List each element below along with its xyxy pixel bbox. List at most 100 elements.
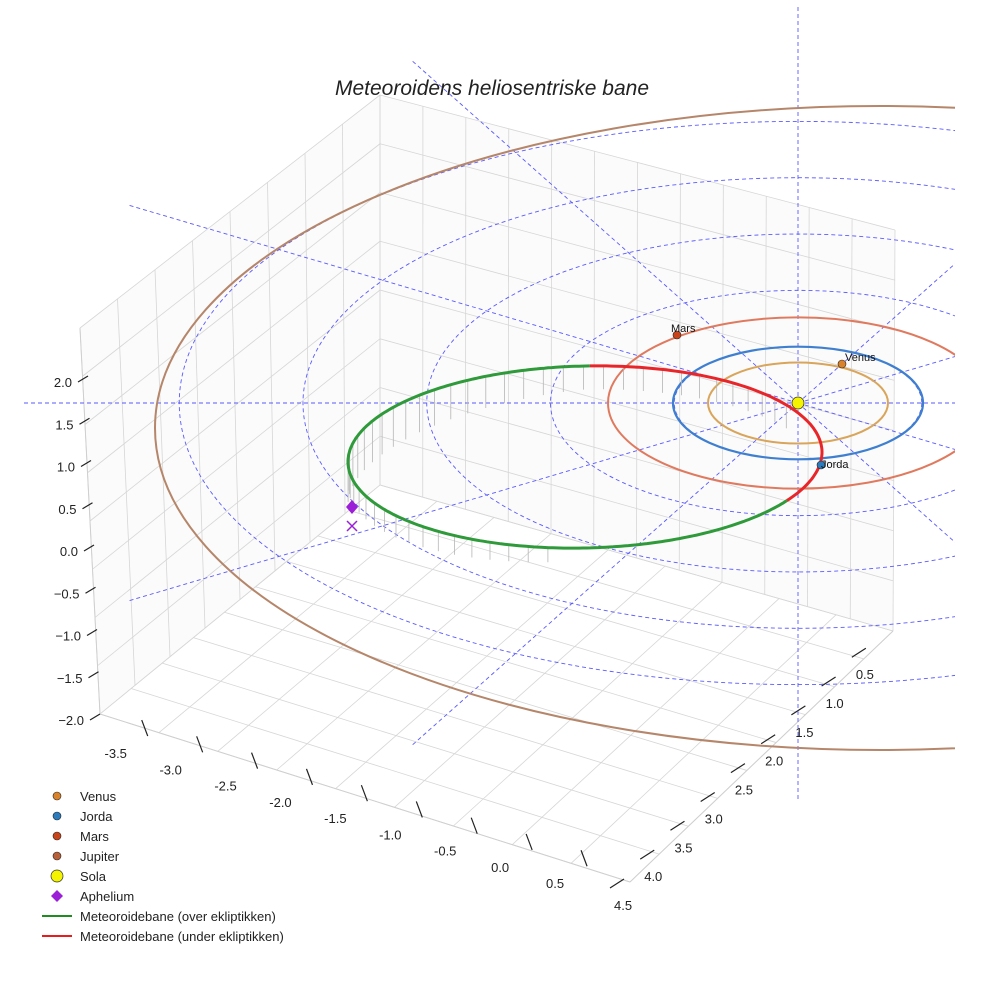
floor-grid-line <box>511 598 780 845</box>
floor-grid-line <box>286 560 806 716</box>
legend-label: Meteoroidebane (under ekliptikken) <box>80 928 284 944</box>
axis-ticks: -3.5 -3.0 -2.5 -2.0 -1.5 -1.0 -0.5 0.0 0.5 0.5 1.0… <box>54 327 894 913</box>
venus-marker <box>837 359 847 369</box>
floor-grid-line <box>130 688 660 855</box>
z-tick-label: 1.5 <box>55 417 73 432</box>
legend-label: Jorda <box>80 808 113 824</box>
orbit-venus <box>707 361 889 445</box>
y-tick-label: 3.5 <box>674 840 692 855</box>
y-tick-mark <box>700 791 716 802</box>
wall-grid-line <box>99 484 381 715</box>
x-tick-mark <box>196 736 204 753</box>
ecliptic-spoke <box>797 263 955 404</box>
x-tick-label: 0.5 <box>546 876 564 891</box>
z-tick-mark <box>85 586 96 594</box>
legend-label: Jupiter <box>80 848 120 864</box>
floor-grid-line <box>570 614 837 864</box>
planet-orbits <box>154 105 955 751</box>
x-tick-mark <box>525 833 533 851</box>
bodies: Mars Venus Jorda <box>346 323 876 532</box>
floor-grid-line <box>335 549 609 789</box>
wall-grid-line <box>379 143 895 281</box>
y-tick-label: 0.5 <box>856 667 874 682</box>
ecliptic-ring <box>673 346 923 460</box>
floor-grid-line <box>193 637 718 799</box>
wall-grid-line <box>379 240 895 381</box>
ecliptic-grid <box>23 6 955 800</box>
y-tick-mark <box>821 676 836 687</box>
legend: Venus Jorda Mars Jupiter Sola Aphelium M… <box>40 786 284 946</box>
left-wall <box>80 95 380 714</box>
z-tick-mark <box>86 628 98 637</box>
legend-label: Venus <box>80 788 117 804</box>
z-tick-label: 0.0 <box>60 544 78 559</box>
floor-grid-line <box>348 510 864 660</box>
z-tick-mark <box>83 544 95 552</box>
wall-grid-line <box>379 192 895 331</box>
z-tick-mark <box>77 375 89 383</box>
floor-grid-line <box>224 611 748 771</box>
z-tick-label: −1.0 <box>55 629 81 644</box>
y-tick-label: 2.0 <box>765 754 783 769</box>
planet-label: Jorda <box>821 459 849 471</box>
legend-item-sola: Sola <box>40 866 284 886</box>
x-tick-mark <box>360 784 368 802</box>
sun-marker <box>791 396 805 410</box>
y-tick-mark <box>670 820 685 831</box>
x-tick-mark <box>415 801 423 818</box>
x-tick-mark <box>250 752 259 769</box>
x-tick-label: -0.5 <box>434 844 456 859</box>
z-tick-label: −0.5 <box>54 586 80 601</box>
legend-item-venus: Venus <box>40 786 284 806</box>
wall-grid-line <box>379 387 894 532</box>
meteoroid-orbit-above <box>346 364 788 550</box>
legend-item-below-ecliptic: Meteoroidebane (under ekliptikken) <box>40 926 284 946</box>
meteoroid-orbit <box>346 364 824 563</box>
wall-grid-line <box>84 192 381 425</box>
floor-grid-line <box>453 582 723 827</box>
y-tick-label: 4.5 <box>614 898 632 913</box>
ecliptic-ring <box>302 177 955 629</box>
wall-grid-line <box>89 289 381 522</box>
wall-grid-line <box>87 240 381 474</box>
mars-marker <box>672 330 682 340</box>
legend-label: Mars <box>80 828 109 844</box>
y-tick-label: 1.0 <box>826 696 844 711</box>
aphelion-diamond-icon <box>51 890 63 902</box>
z-axis-line <box>79 327 101 715</box>
floor-grid-line <box>255 586 777 743</box>
x-axis-line <box>99 713 631 883</box>
legend-item-jorda: Jorda <box>40 806 284 826</box>
z-tick-mark <box>89 713 101 721</box>
y-tick-label: 4.0 <box>644 869 662 884</box>
floor-grid-line <box>394 565 666 808</box>
x-tick-label: 0.0 <box>491 860 509 875</box>
z-tick-label: −1.5 <box>57 671 83 686</box>
y-tick-mark <box>639 849 655 860</box>
x-tick-label: -3.0 <box>159 762 181 777</box>
sun-marker-icon <box>50 869 64 883</box>
x-tick-label: -1.0 <box>379 827 401 842</box>
jupiter-marker-icon <box>52 851 62 861</box>
orbit-mars <box>607 316 955 490</box>
ecliptic-spoke <box>797 402 955 543</box>
z-tick-mark <box>82 502 93 510</box>
orbit-jorda <box>671 345 925 461</box>
earth-marker-icon <box>52 811 62 821</box>
legend-item-above-ecliptic: Meteoroidebane (over ekliptikken) <box>40 906 284 926</box>
wall-grid-line <box>379 338 894 482</box>
wall-grid-line <box>79 94 381 329</box>
wall-grid-line <box>379 484 894 632</box>
venus-marker-icon <box>52 791 62 801</box>
floor-grid-line <box>217 517 495 752</box>
x-tick-mark <box>580 850 588 867</box>
z-tick-mark <box>88 671 99 679</box>
floor-grid-line <box>158 500 438 733</box>
grid-lines <box>79 94 896 883</box>
wall-grid-line <box>379 94 896 231</box>
z-tick-label: 2.0 <box>54 375 72 390</box>
wall-grid-line <box>97 435 381 667</box>
x-tick-label: -1.5 <box>324 811 346 826</box>
ecliptic-spoke <box>126 402 799 602</box>
